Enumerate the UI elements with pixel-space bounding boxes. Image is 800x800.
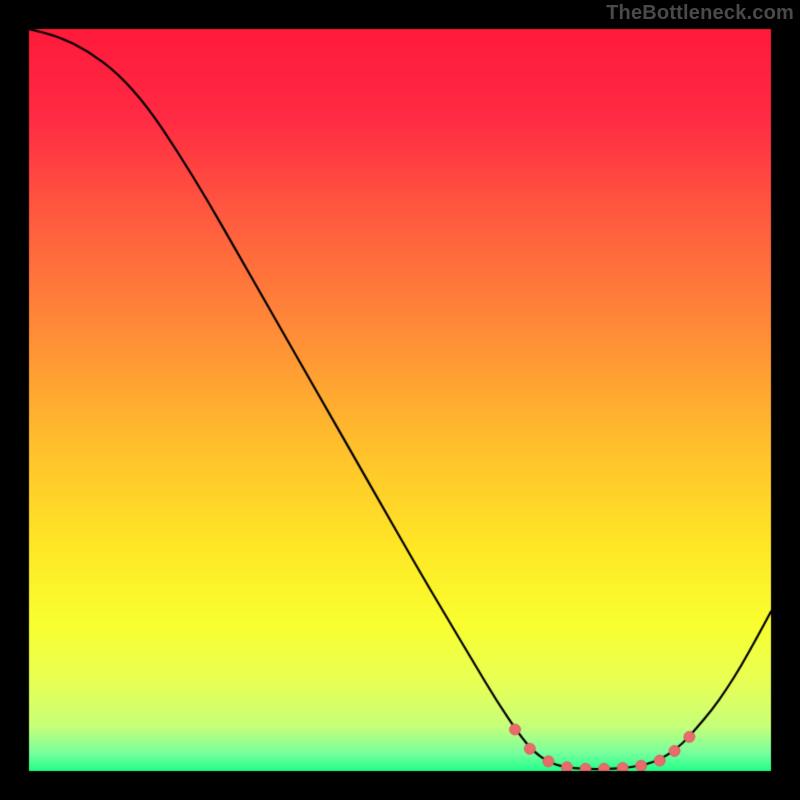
bottleneck-chart [0,0,800,800]
